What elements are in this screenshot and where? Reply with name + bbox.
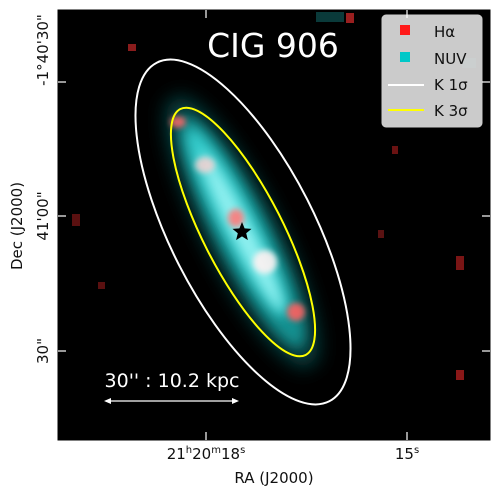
y-tick-label-2: 41'00" xyxy=(34,191,52,240)
center-star-marker xyxy=(232,222,252,241)
legend-k3sigma-label: K 3σ xyxy=(434,102,468,120)
plot-title: CIG 906 xyxy=(207,26,339,65)
scale-bar-arrow xyxy=(104,398,239,404)
halpha-noise-pixel xyxy=(456,370,464,380)
legend-box xyxy=(381,14,483,128)
legend: Hα NUV K 1σ K 3σ xyxy=(381,14,483,128)
plot-frame xyxy=(57,9,491,441)
x-tick-label-2: 15s xyxy=(395,445,419,463)
y-tick-label-3: 30" xyxy=(34,338,52,364)
legend-nuv-marker xyxy=(400,52,410,62)
k3sigma-contour xyxy=(169,106,317,358)
x-axis-title: RA (J2000) xyxy=(234,469,313,487)
k1sigma-contour xyxy=(134,58,352,406)
halpha-noise-pixel xyxy=(72,214,80,226)
halpha-noise-pixel xyxy=(346,13,354,23)
halpha-noise-pixel xyxy=(456,256,464,270)
plot-area: CIG 906 30'' : 10.2 kpc Hα NUV K 1σ K 3σ xyxy=(58,10,490,440)
legend-halpha-marker xyxy=(400,25,410,35)
nuv-noise-pixel xyxy=(316,12,344,22)
halpha-noise-pixel xyxy=(392,146,398,154)
legend-k1sigma-label: K 1σ xyxy=(434,76,468,94)
axis-ticks xyxy=(58,10,490,440)
scale-bar-label: 30'' : 10.2 kpc xyxy=(105,370,240,392)
halpha-noise-pixel xyxy=(378,230,384,238)
legend-nuv-label: NUV xyxy=(434,50,467,68)
halpha-noise-pixel xyxy=(128,44,136,51)
halpha-noise-pixel xyxy=(98,282,105,289)
y-axis-title: Dec (J2000) xyxy=(8,182,26,270)
x-tick-label-1: 21h20m18s xyxy=(167,445,246,463)
legend-halpha-label: Hα xyxy=(434,23,455,41)
halpha-emission xyxy=(72,12,476,380)
y-tick-label-1: -1°40'30" xyxy=(34,14,52,86)
